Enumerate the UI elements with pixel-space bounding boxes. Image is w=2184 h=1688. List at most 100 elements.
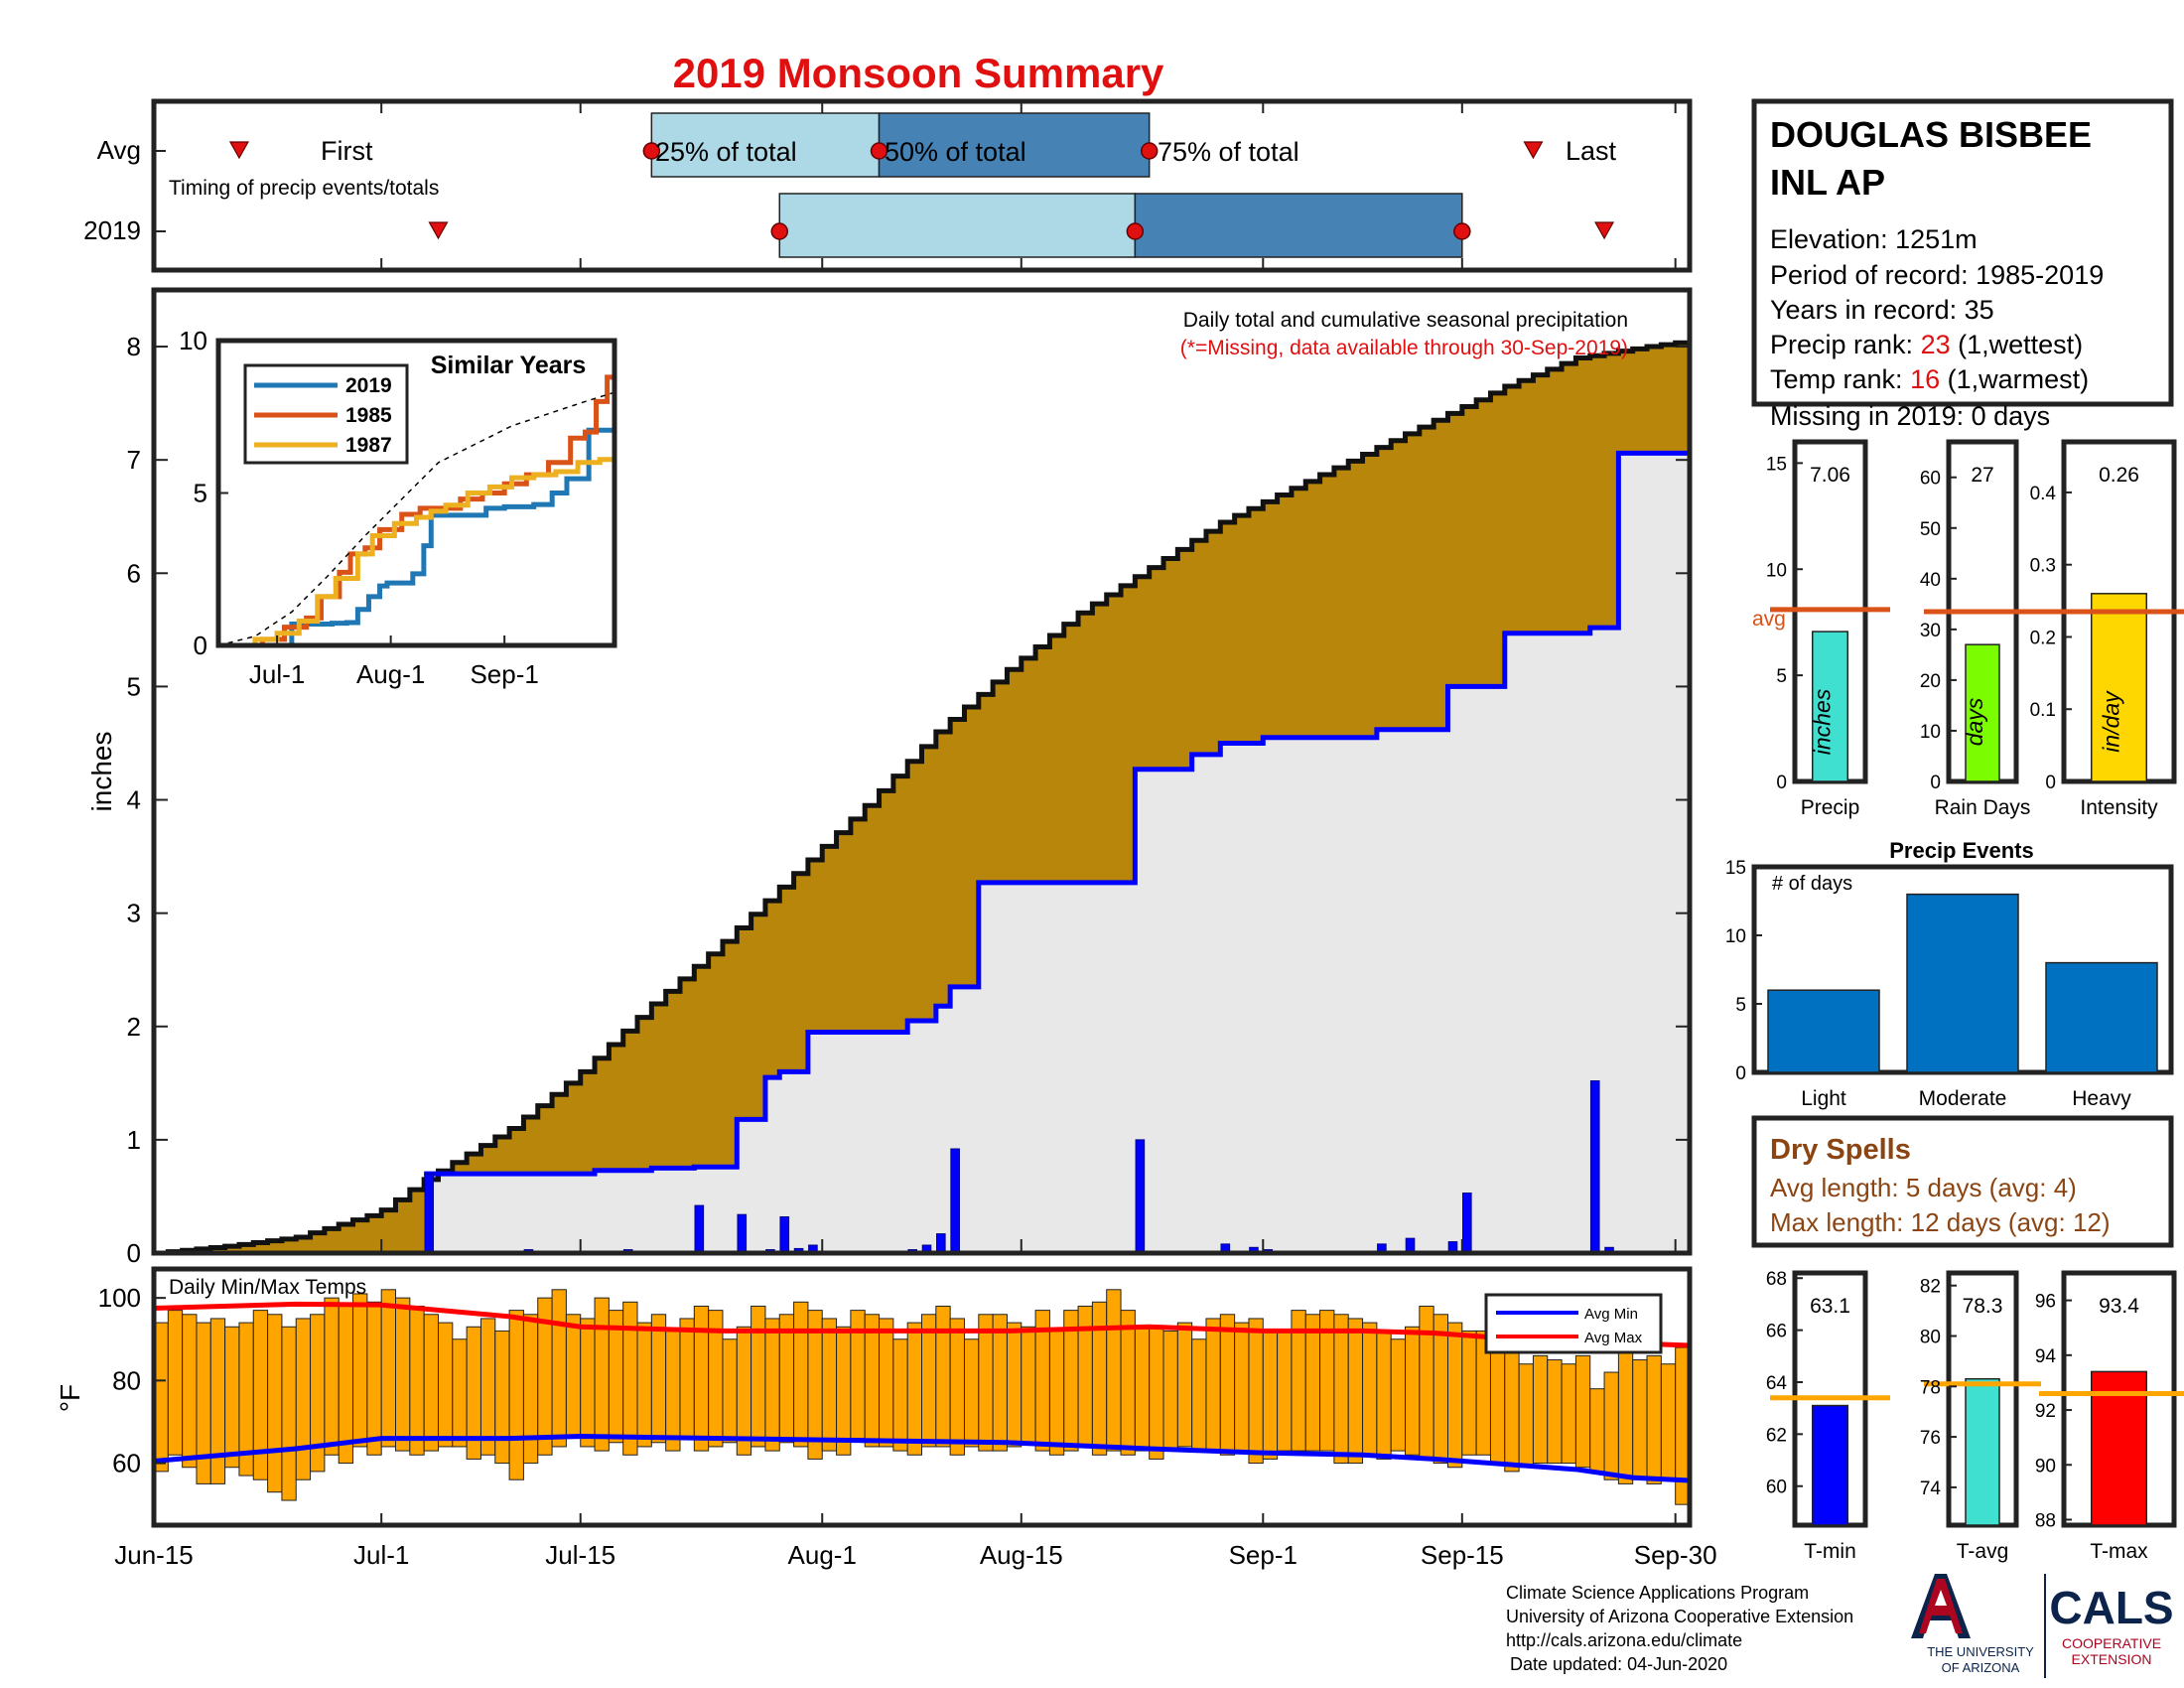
daily-precip-bar — [737, 1213, 748, 1254]
precip-events-ytick-label: 15 — [1725, 858, 1746, 879]
temp-range-bar — [522, 1314, 539, 1465]
temp-summary-tavg-bar — [1965, 1377, 2000, 1526]
temp-range-bar — [935, 1305, 951, 1448]
timing-label-75: 75% of total — [1158, 137, 1299, 167]
footer-credits: Climate Science Applications Program Uni… — [1506, 1583, 1853, 1674]
logo-coop-line1: COOPERATIVE — [2062, 1635, 2161, 1651]
inset-ytick-label: 0 — [194, 631, 207, 660]
season-intensity-ytick-label: 0.1 — [2030, 700, 2056, 721]
season-raindays-ytick-label: 20 — [1920, 671, 1941, 692]
season-intensity-ytick-label: 0.3 — [2030, 556, 2056, 577]
temp-range-bar — [1120, 1310, 1136, 1456]
precip-rank-note: (1,wettest) — [1951, 330, 2084, 359]
temp-range-bar — [508, 1310, 524, 1480]
temp-range-bar — [423, 1314, 439, 1452]
daily-precip-bar — [694, 1204, 705, 1254]
season-intensity-bar — [2091, 593, 2147, 782]
similar-legend-label-1985: 1985 — [345, 404, 392, 427]
temp-range-bar — [1262, 1330, 1279, 1460]
temp-range-bar — [479, 1318, 496, 1456]
main-ytick-label: 6 — [127, 558, 141, 588]
temp-summary-tmax-ytick-label: 92 — [2035, 1401, 2056, 1422]
temp-range-bar — [580, 1318, 596, 1448]
timing-triangle-last-avg — [1523, 141, 1544, 160]
season-raindays-ytick-label: 30 — [1920, 621, 1941, 641]
temp-range-bar — [1006, 1322, 1023, 1448]
dry-spells-frame — [1751, 1115, 2174, 1248]
timing-triangle-last-2019 — [1594, 221, 1615, 240]
station-period: Period of record: 1985-2019 — [1770, 260, 2104, 290]
season-raindays-ytick-label: 60 — [1920, 469, 1941, 490]
temp-range-bar — [1603, 1371, 1619, 1480]
inset-frame — [215, 338, 617, 648]
timing-caption: Timing of precip events/totals — [169, 177, 439, 200]
temp-summary-tmax-category-label: T-max — [2090, 1540, 2148, 1563]
temp-range-bar — [1660, 1363, 1677, 1480]
temp-summary-tmin-value-label: 63.1 — [1810, 1295, 1850, 1318]
daily-precip-bar — [1135, 1139, 1146, 1254]
timing-label-25: 25% of total — [655, 137, 797, 167]
temp-range-bar — [1561, 1363, 1576, 1465]
temp-summary-tavg-ytick-label: 78 — [1920, 1377, 1941, 1398]
temp-summary-tavg-category-label: T-avg — [1957, 1540, 2009, 1563]
temp-range-bar — [437, 1322, 454, 1448]
xtick-label: Jul-1 — [353, 1540, 409, 1570]
temp-summary-tmax-bar — [2091, 1370, 2147, 1526]
similar-legend-label-1987: 1987 — [345, 434, 392, 457]
timing-box-50-75-2019 — [1134, 193, 1463, 258]
precip-rank-value: 23 — [1921, 330, 1951, 359]
season-avg-label: avg — [1752, 608, 1786, 631]
temp-ytick-label: 60 — [112, 1449, 141, 1478]
temp-range-bar — [395, 1297, 411, 1452]
temp-range-bar — [409, 1305, 425, 1456]
main-ytick-label: 2 — [127, 1012, 141, 1042]
legend-avg-max-label: Avg Max — [1584, 1330, 1643, 1346]
temp-plot-frame — [151, 1266, 1693, 1528]
temp-range-bar — [1589, 1388, 1605, 1473]
precip-events-bar-light — [1767, 989, 1880, 1073]
temp-range-bar — [1134, 1326, 1151, 1452]
temp-range-bar — [1617, 1350, 1634, 1484]
temp-range-bar — [281, 1326, 297, 1501]
logo-univ-line2: OF ARIZONA — [1942, 1660, 2020, 1675]
temp-range-bar — [821, 1318, 838, 1452]
temp-range-bar — [1234, 1322, 1250, 1452]
xtick-label: Jun-15 — [114, 1540, 194, 1570]
xtick-label: Aug-15 — [980, 1540, 1063, 1570]
daily-temps-plot: 60 80 100 Jun-15 Jul-1 Jul-15 Aug-1 Aug-15 Sep-1… — [55, 1266, 1717, 1570]
season-intensity-category-label: Intensity — [2080, 796, 2158, 819]
precip-events-bar-moderate — [1906, 893, 2019, 1073]
timing-marker-p25-avg — [642, 142, 661, 160]
cumulative-precip-plot: 0 1 2 3 4 5 6 7 8 inches Daily total and cumulat… — [86, 287, 1693, 1268]
daily-precip-bar — [779, 1215, 790, 1254]
similar-series-1987 — [218, 457, 614, 648]
daily-precip-bar — [936, 1233, 946, 1254]
temp-rank-value: 16 — [1910, 364, 1940, 394]
main-note-line2: (*=Missing, data available through 30-Se… — [1180, 337, 1628, 359]
main-ytick-label: 5 — [127, 671, 141, 701]
timing-panel: Avg 2019 First Last 25% of total 50% of … — [83, 98, 1693, 273]
timing-marker-p75-2019 — [1453, 222, 1471, 240]
precip-events-title: Precip Events — [1889, 838, 2034, 863]
temp-summary-tavg-ytick-label: 76 — [1920, 1428, 1941, 1449]
season-intensity-ytick-label: 0 — [2045, 773, 2056, 793]
temp-range-bar — [1304, 1314, 1321, 1452]
precip-events-bar-heavy — [2045, 961, 2158, 1073]
temp-range-bar — [209, 1318, 226, 1484]
temp-range-bar — [1446, 1322, 1463, 1469]
temp-range-bar — [736, 1326, 752, 1456]
season-raindays-category-label: Rain Days — [1935, 796, 2031, 819]
temp-range-bar — [1219, 1314, 1236, 1456]
dry-spells-avg: Avg length: 5 days (avg: 4) — [1770, 1173, 2077, 1202]
temp-range-bar — [1390, 1338, 1407, 1452]
temp-range-bar — [1504, 1346, 1520, 1473]
temp-range-bar — [1547, 1359, 1563, 1465]
logo-cals: CALS — [2049, 1582, 2173, 1633]
timing-marker-p25-2019 — [770, 222, 789, 240]
temp-range-bar — [949, 1318, 965, 1456]
temp-summary-tmin-ytick-label: 60 — [1766, 1477, 1787, 1498]
temp-range-bar — [1048, 1330, 1065, 1456]
footer-line1: Climate Science Applications Program — [1506, 1583, 1809, 1603]
daily-precip-bar — [950, 1148, 960, 1254]
legend-avg-min-label: Avg Min — [1584, 1306, 1638, 1323]
